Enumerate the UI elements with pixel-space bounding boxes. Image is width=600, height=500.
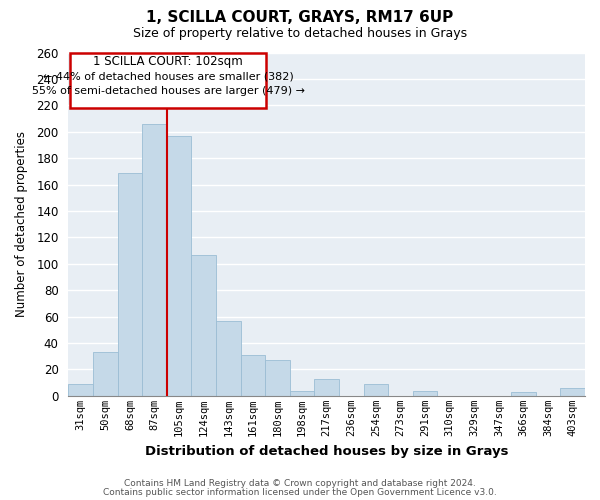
Bar <box>413 390 437 396</box>
Bar <box>68 384 93 396</box>
Text: 1, SCILLA COURT, GRAYS, RM17 6UP: 1, SCILLA COURT, GRAYS, RM17 6UP <box>146 10 454 25</box>
Text: 1 SCILLA COURT: 102sqm: 1 SCILLA COURT: 102sqm <box>93 55 243 68</box>
Bar <box>142 124 167 396</box>
Bar <box>216 320 241 396</box>
Bar <box>265 360 290 396</box>
Text: ← 44% of detached houses are smaller (382): ← 44% of detached houses are smaller (38… <box>43 72 293 82</box>
X-axis label: Distribution of detached houses by size in Grays: Distribution of detached houses by size … <box>145 444 508 458</box>
Bar <box>93 352 118 396</box>
FancyBboxPatch shape <box>70 52 266 108</box>
Bar <box>167 136 191 396</box>
Bar <box>290 390 314 396</box>
Y-axis label: Number of detached properties: Number of detached properties <box>15 131 28 317</box>
Bar <box>314 378 339 396</box>
Text: Contains HM Land Registry data © Crown copyright and database right 2024.: Contains HM Land Registry data © Crown c… <box>124 478 476 488</box>
Bar <box>511 392 536 396</box>
Bar <box>118 172 142 396</box>
Bar <box>241 355 265 396</box>
Bar <box>364 384 388 396</box>
Text: 55% of semi-detached houses are larger (479) →: 55% of semi-detached houses are larger (… <box>32 86 305 96</box>
Text: Size of property relative to detached houses in Grays: Size of property relative to detached ho… <box>133 28 467 40</box>
Bar <box>560 388 585 396</box>
Text: Contains public sector information licensed under the Open Government Licence v3: Contains public sector information licen… <box>103 488 497 497</box>
Bar <box>191 254 216 396</box>
